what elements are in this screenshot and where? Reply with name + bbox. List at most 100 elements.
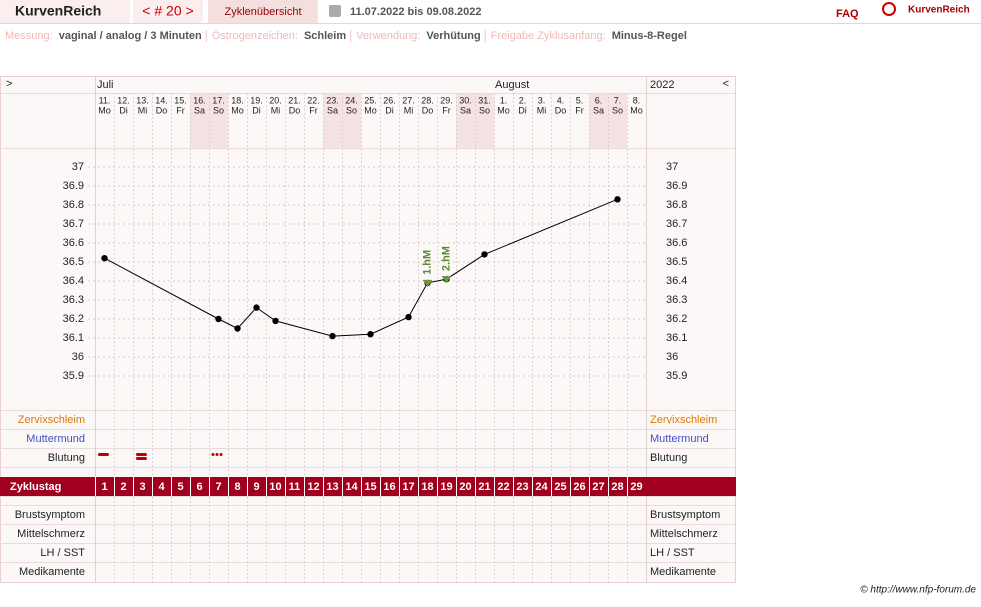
date-day: 13. (136, 95, 149, 105)
setting-value: Minus-8-Regel (612, 30, 687, 42)
annotation-marker (422, 279, 433, 287)
date-weekday: Do (555, 105, 567, 115)
y-tick-label: 36.8 (63, 199, 84, 211)
weekend-bg (589, 93, 608, 148)
cycle-nav[interactable]: < # 20 > (142, 3, 193, 19)
row-label: LH / SST (650, 547, 695, 559)
settings: Messung: vaginal / analog / 3 Minuten Östr… (5, 30, 687, 42)
date-weekday: Do (422, 105, 434, 115)
x-tick-label: 22 (497, 481, 509, 493)
y-tick-label: 36.5 (666, 256, 687, 268)
row-label: Zervixschleim (650, 414, 717, 426)
date-day: 5. (576, 95, 584, 105)
weekend-bg (190, 93, 209, 148)
data-point (329, 332, 336, 340)
date-weekday: Fr (575, 105, 584, 115)
y-tick-label: 36.6 (63, 237, 84, 249)
date-weekday: Mo (98, 105, 111, 115)
y-tick-label: 36.9 (666, 180, 687, 192)
x-tick-label: 21 (478, 481, 490, 493)
x-tick-label: 4 (158, 481, 165, 493)
y-tick-label: 36.1 (666, 332, 687, 344)
bleeding-icon (219, 453, 223, 456)
tab[interactable]: Zyklenübersicht (224, 6, 301, 18)
date-weekday: Mi (404, 105, 414, 115)
annotation: 2.hM (440, 246, 452, 271)
y-tick-label: 36.3 (63, 294, 84, 306)
weekend-bg (323, 93, 342, 148)
y-tick-label: 35.9 (63, 370, 84, 382)
date-day: 7. (614, 95, 622, 105)
faq[interactable]: FAQ (836, 8, 859, 20)
nav-right[interactable]: < (723, 78, 729, 90)
date-day: 21. (288, 95, 301, 105)
date-day: 25. (364, 95, 377, 105)
nav-left[interactable]: > (6, 78, 12, 90)
y-tick-label: 36.1 (63, 332, 84, 344)
date-day: 22. (307, 95, 320, 105)
data-point (101, 255, 108, 262)
x-tick-label: 17 (402, 481, 414, 493)
date-day: 6. (595, 95, 603, 105)
y-tick-label: 36 (666, 351, 678, 363)
row-label: Mittelschmerz (650, 528, 718, 540)
data-point (614, 196, 621, 203)
setting-value: Verhütung (426, 30, 480, 42)
y-tick-label: 36 (72, 351, 84, 363)
x-tick-label: 26 (573, 481, 585, 493)
y-tick-label: 36.4 (666, 275, 687, 287)
x-tick-label: 1 (101, 481, 107, 493)
bleeding-icon (136, 453, 147, 456)
x-tick-label: 24 (535, 481, 548, 493)
x-tick-label: 29 (630, 481, 642, 493)
date-weekday: So (612, 105, 623, 115)
temperature-line (104, 198, 618, 337)
date-weekday: Di (252, 105, 261, 115)
x-tick-label: 13 (326, 481, 338, 493)
row-label: Zervixschleim (18, 414, 85, 426)
date-day: 2. (519, 95, 527, 105)
bleeding-icon (136, 457, 147, 460)
date-day: 3. (538, 95, 546, 105)
date-weekday: Mo (630, 105, 643, 115)
date-day: 12. (117, 95, 130, 105)
print-icon[interactable] (329, 5, 341, 17)
x-tick-label: 9 (253, 481, 259, 493)
date-day: 23. (326, 95, 339, 105)
y-tick-label: 36.8 (666, 199, 687, 211)
weekend-bg (456, 93, 475, 148)
year: 2022 (650, 79, 674, 91)
x-tick-label: 5 (177, 481, 183, 493)
bleeding-icon (215, 453, 219, 456)
date-day: 31. (478, 95, 491, 105)
month: August (495, 79, 529, 91)
date-weekday: Do (156, 105, 168, 115)
separator (484, 30, 486, 42)
month: Juli (97, 79, 114, 91)
y-tick-label: 36.5 (63, 256, 84, 268)
logo[interactable]: KurvenReich (908, 5, 970, 16)
date-weekday: So (479, 105, 490, 115)
date-day: 26. (383, 95, 396, 105)
date-day: 8. (633, 95, 641, 105)
setting-label: Östrogenzeichen: (212, 30, 298, 42)
date-weekday: Mo (497, 105, 510, 115)
weekend-bg (475, 93, 494, 148)
bleeding-icon (98, 453, 109, 456)
y-tick-label: 36.3 (666, 294, 687, 306)
date-day: 24. (345, 95, 358, 105)
date-weekday: So (213, 105, 224, 115)
x-tick-label: 14 (345, 481, 358, 493)
data-point (367, 331, 374, 338)
separator (350, 30, 352, 42)
x-tick-label: 12 (307, 481, 319, 493)
x-tick-label: 3 (139, 481, 145, 493)
date-day: 16. (193, 95, 206, 105)
data-point (272, 317, 279, 325)
date-weekday: Mo (364, 105, 377, 115)
chart-table: > <Juli August 202211.Mo12.Di13.Mi14.Do15.F… (0, 76, 736, 583)
weekend-bg (209, 93, 228, 148)
x-tick-label: 15 (364, 481, 376, 493)
row-label: Brustsymptom (650, 509, 720, 521)
x-tick-label: 20 (459, 481, 471, 493)
